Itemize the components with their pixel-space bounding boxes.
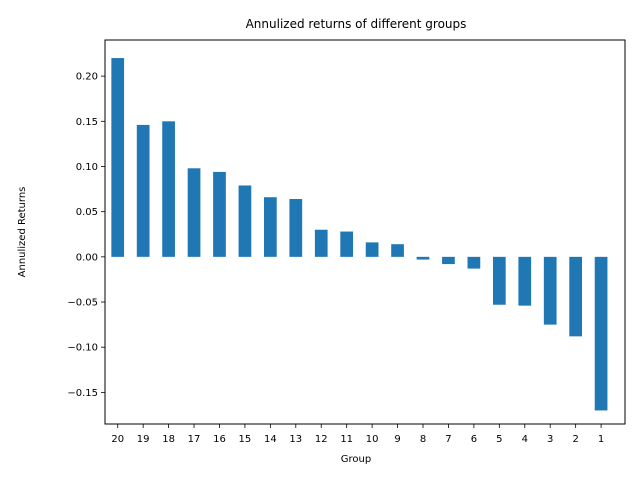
x-tick-label: 8 — [420, 434, 426, 445]
bar-group-8 — [416, 256, 430, 260]
y-tick-label: 0.10 — [76, 162, 98, 173]
plot-area — [111, 58, 608, 411]
bar-group-9 — [391, 244, 404, 257]
bar-group-11 — [340, 231, 354, 257]
x-tick-label: 16 — [213, 434, 226, 445]
chart-title: Annulized returns of different groups — [246, 17, 467, 31]
bar-group-3 — [543, 256, 557, 325]
bar-group-19 — [136, 124, 150, 257]
axes-frame — [104, 39, 626, 425]
x-tick-label: 6 — [471, 434, 477, 445]
x-tick-label: 13 — [289, 434, 302, 445]
x-tick-label: 11 — [340, 434, 353, 445]
y-tick-label: −0.05 — [67, 298, 98, 309]
x-tick-label: 1 — [598, 434, 604, 445]
x-tick-label: 10 — [366, 434, 379, 445]
x-axis: 20 19 18 17 16 15 14 13 12 11 10 9 8 7 6 5 4 3 2 1 — [111, 424, 604, 445]
bar-group-1 — [594, 256, 608, 411]
x-tick-label: 2 — [572, 434, 578, 445]
x-tick-label: 12 — [315, 434, 328, 445]
bar-group-13 — [289, 199, 303, 257]
y-tick-label: 0.20 — [76, 72, 98, 83]
x-tick-label: 14 — [264, 434, 277, 445]
bar-group-12 — [314, 229, 328, 257]
bar-group-6 — [467, 256, 481, 269]
bar-group-2 — [569, 256, 583, 337]
x-tick-label: 19 — [137, 434, 150, 445]
y-axis: −0.15 −0.10 −0.05 0.00 0.05 0.10 0.15 0.20 — [67, 72, 105, 399]
bar-group-4 — [518, 256, 532, 306]
y-axis-label: Annulized Returns — [17, 187, 28, 278]
x-tick-label: 7 — [445, 434, 451, 445]
y-tick-label: −0.15 — [67, 388, 98, 399]
y-tick-label: 0.05 — [76, 207, 98, 218]
bar-group-18 — [162, 121, 175, 257]
x-tick-label: 18 — [162, 434, 175, 445]
bar-group-5 — [492, 256, 506, 305]
y-tick-label: 0.00 — [76, 252, 98, 263]
x-tick-label: 17 — [188, 434, 201, 445]
bar-group-7 — [442, 256, 455, 265]
y-tick-label: 0.15 — [76, 117, 98, 128]
x-tick-label: 3 — [547, 434, 553, 445]
x-tick-label: 20 — [111, 434, 124, 445]
bar-group-20 — [111, 58, 125, 257]
x-tick-label: 5 — [496, 434, 502, 445]
x-axis-label: Group — [341, 454, 371, 465]
bar-group-16 — [213, 171, 226, 257]
x-tick-label: 4 — [522, 434, 528, 445]
bar-group-15 — [238, 185, 252, 257]
bar-group-17 — [187, 168, 201, 257]
x-tick-label: 9 — [394, 434, 400, 445]
bar-group-14 — [264, 197, 277, 257]
x-tick-label: 15 — [239, 434, 252, 445]
y-tick-label: −0.10 — [67, 343, 98, 354]
bar-group-10 — [365, 242, 379, 257]
